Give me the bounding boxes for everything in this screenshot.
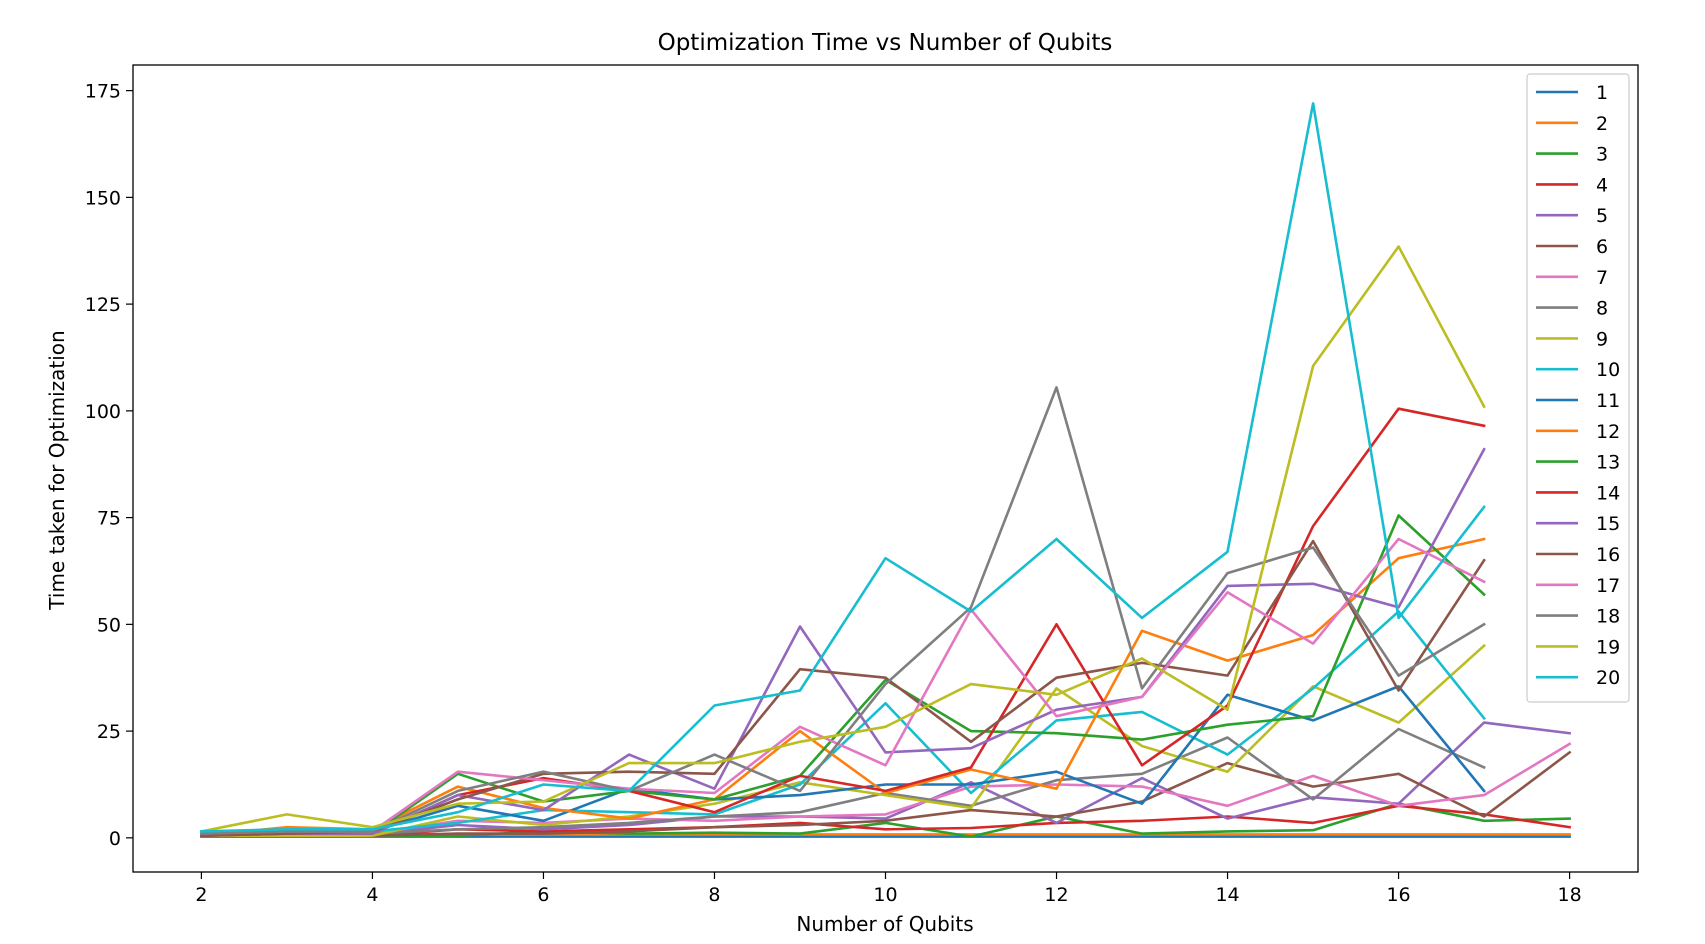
legend-label-4: 4 (1596, 174, 1608, 196)
x-tick-label: 14 (1215, 884, 1239, 906)
legend-label-12: 12 (1596, 421, 1620, 443)
chart-title: Optimization Time vs Number of Qubits (658, 30, 1113, 56)
y-axis-label: Time taken for Optimization (45, 330, 69, 610)
x-tick-label: 18 (1557, 884, 1581, 906)
legend-label-3: 3 (1596, 144, 1608, 166)
series-line-8 (200, 727, 1486, 837)
legend-label-20: 20 (1596, 667, 1620, 689)
x-tick-label: 16 (1386, 884, 1410, 906)
x-axis-label: Number of Qubits (796, 912, 973, 936)
x-tick-label: 12 (1044, 884, 1068, 906)
y-tick-label: 50 (97, 614, 121, 636)
series-line-13 (200, 514, 1486, 838)
x-tick-label: 2 (195, 884, 207, 906)
legend-label-10: 10 (1596, 359, 1620, 381)
series-line-17 (200, 537, 1486, 835)
legend-label-16: 16 (1596, 544, 1620, 566)
legend-box (1526, 73, 1630, 703)
plot-area (199, 102, 1572, 838)
legend-label-1: 1 (1596, 82, 1608, 104)
series-line-19 (199, 245, 1486, 833)
legend-label-15: 15 (1596, 513, 1620, 535)
series-line-11 (200, 685, 1486, 838)
series-line-20 (200, 102, 1486, 833)
x-tick-label: 6 (537, 884, 549, 906)
axis-ticks: 2 4 6 8 10 12 14 16 18 0 25 50 75 100 125 150 175 (85, 81, 1582, 906)
legend-label-18: 18 (1596, 606, 1620, 628)
x-tick-label: 4 (366, 884, 378, 906)
legend-label-2: 2 (1596, 113, 1608, 135)
legend-label-8: 8 (1596, 298, 1608, 320)
y-tick-label: 125 (85, 294, 121, 316)
legend-label-14: 14 (1596, 482, 1620, 504)
y-tick-label: 75 (97, 508, 121, 530)
series-line-18 (200, 386, 1486, 835)
series-line-3 (200, 802, 1571, 838)
y-tick-label: 0 (109, 828, 121, 850)
series-line-5 (200, 721, 1572, 836)
y-tick-label: 175 (85, 81, 121, 103)
legend-label-13: 13 (1596, 452, 1620, 474)
y-tick-label: 100 (85, 401, 121, 423)
legend-label-11: 11 (1596, 390, 1620, 412)
y-tick-label: 150 (85, 187, 121, 209)
legend-label-9: 9 (1596, 328, 1608, 350)
legend-label-19: 19 (1596, 636, 1620, 658)
legend-label-7: 7 (1596, 267, 1608, 289)
series-line-12 (199, 537, 1486, 838)
legend-label-5: 5 (1596, 205, 1608, 227)
legend-label-6: 6 (1596, 236, 1608, 258)
series-line-6 (200, 750, 1572, 837)
y-tick-label: 25 (97, 721, 121, 743)
x-tick-label: 10 (873, 884, 897, 906)
legend-label-17: 17 (1596, 575, 1620, 597)
x-tick-label: 8 (708, 884, 720, 906)
